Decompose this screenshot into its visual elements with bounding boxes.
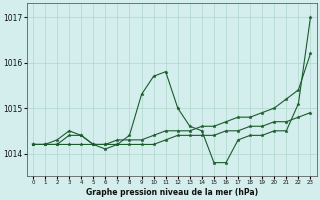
- X-axis label: Graphe pression niveau de la mer (hPa): Graphe pression niveau de la mer (hPa): [86, 188, 258, 197]
